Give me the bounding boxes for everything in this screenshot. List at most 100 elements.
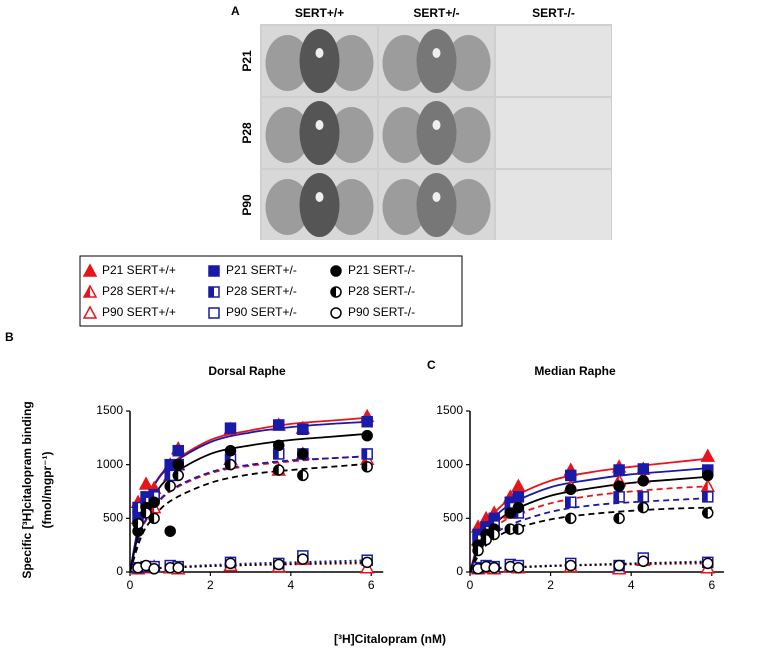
marker-half [614,513,620,524]
y-tick-label: 0 [456,564,463,578]
marker-half [614,491,620,502]
data-point [132,517,144,530]
marker-shape [297,448,309,460]
data-point [565,469,577,482]
marker-shape [361,415,373,428]
fit-curve [470,561,712,572]
fit-curve [130,432,372,572]
data-point [702,557,714,570]
data-point [613,491,625,503]
marker-shape [512,561,525,574]
marker-half [297,470,303,481]
x-tick-label: 6 [708,578,715,592]
x-tick-label: 4 [628,578,635,592]
legend-marker [330,286,342,298]
data-point [512,523,525,535]
marker-shape [361,556,373,569]
legend-box [79,255,463,327]
legend-marker [208,265,220,277]
marker-shape [565,483,577,496]
data-point [637,491,650,503]
data-point [702,507,714,519]
legend-marker [82,284,98,298]
data-point [702,491,714,503]
marker-shape [172,561,184,574]
marker-shape [148,563,160,575]
data-point [511,478,526,492]
marker-shape [297,423,309,435]
marker-half [702,491,708,502]
data-point [361,415,373,428]
data-point [512,501,525,514]
marker-half [702,507,708,518]
panel-label: B [5,330,14,344]
marker-half [225,459,231,470]
row-label: P21 [240,50,254,72]
data-point [140,507,152,519]
data-point [472,544,484,557]
x-tick-label: 2 [207,578,214,592]
x-tick-label: 2 [547,578,554,592]
section-spot [432,192,441,202]
y-tick-label: 1000 [96,457,123,471]
x-tick-label: 6 [368,578,375,592]
section-core [416,101,457,165]
marker-shape [272,558,285,571]
data-point [504,507,517,519]
chart-title: Median Raphe [534,364,616,378]
section-lobe [446,35,491,91]
marker-shape [224,444,237,457]
data-point [613,512,625,525]
row-label: P28 [240,122,254,144]
marker-shape [637,555,650,568]
brain-sections [262,26,611,240]
legend-marker [330,265,342,277]
column-label: SERT+/- [413,6,459,20]
marker-half [165,481,171,492]
fit-curve [130,559,372,572]
x-axis-label: [³H]Citalopram (nM) [334,632,446,646]
section-lobe [382,35,427,91]
fit-curve [470,506,712,572]
marker-half [209,287,214,297]
marker-shape [208,265,220,277]
marker-half [149,513,155,524]
marker-half [489,529,495,540]
marker-shape [330,265,342,277]
legend-marker [208,307,220,319]
marker-half [133,518,139,529]
data-point [565,483,577,496]
data-point [488,561,500,574]
fit-curve [130,561,372,572]
data-point [613,464,625,476]
y-tick-label: 500 [443,511,463,525]
marker-shape [488,561,500,574]
marker-shape [82,263,98,277]
marker-shape [613,559,625,572]
y-tick-label: 500 [103,511,123,525]
data-point [361,461,373,473]
legend-label: P21 SERT-/- [348,263,415,277]
section-core [416,29,457,93]
legend-label: P90 SERT+/+ [102,305,176,319]
data-point [565,496,577,508]
marker-shape [172,444,184,457]
marker-shape [82,305,98,319]
section-core [416,173,457,237]
section-lobe [446,107,491,163]
data-point [224,557,237,570]
marker-shape [330,307,342,319]
data-point [297,423,309,435]
data-point [637,555,650,568]
marker-half [173,470,179,481]
data-point [702,469,714,482]
marker-half [505,524,511,535]
marker-half [331,287,336,297]
data-point [637,463,650,475]
marker-shape [361,429,373,442]
marker-shape [565,559,577,572]
section-spot [315,120,324,130]
marker-half [565,513,571,524]
x-tick-label: 0 [127,578,134,592]
